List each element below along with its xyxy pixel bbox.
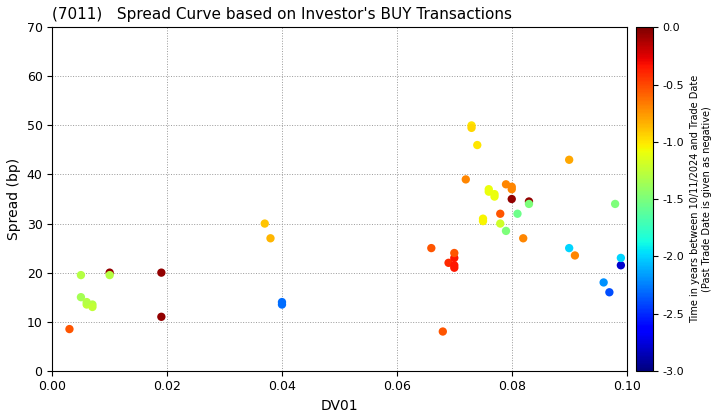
Point	[75, 294, 86, 301]
Point	[466, 122, 477, 129]
Point	[466, 124, 477, 131]
Point	[506, 186, 518, 193]
Point	[598, 279, 609, 286]
Y-axis label: Time in years between 10/11/2024 and Trade Date
(Past Trade Date is given as neg: Time in years between 10/11/2024 and Tra…	[690, 75, 711, 323]
Point	[460, 176, 472, 183]
Point	[489, 193, 500, 200]
Y-axis label: Spread (bp): Spread (bp)	[7, 158, 21, 240]
Point	[495, 210, 506, 217]
Point	[477, 218, 489, 224]
Point	[523, 198, 535, 205]
Point	[63, 326, 75, 332]
Point	[615, 255, 626, 261]
Point	[156, 313, 167, 320]
Point	[564, 245, 575, 252]
Point	[506, 196, 518, 202]
Point	[500, 181, 512, 188]
Point	[437, 328, 449, 335]
Point	[615, 262, 626, 269]
Point	[569, 252, 580, 259]
Point	[449, 262, 460, 269]
Point	[81, 299, 92, 305]
Point	[104, 269, 115, 276]
Point	[564, 156, 575, 163]
Point	[609, 201, 621, 207]
X-axis label: DV01: DV01	[320, 399, 359, 413]
Point	[603, 289, 615, 296]
Point	[86, 301, 98, 308]
Point	[259, 220, 271, 227]
Point	[477, 215, 489, 222]
Point	[512, 210, 523, 217]
Point	[518, 235, 529, 242]
Point	[495, 220, 506, 227]
Point	[483, 186, 495, 193]
Point	[156, 269, 167, 276]
Point	[86, 304, 98, 310]
Point	[449, 264, 460, 271]
Point	[500, 228, 512, 234]
Point	[104, 272, 115, 278]
Point	[449, 249, 460, 256]
Point	[426, 245, 437, 252]
Point	[81, 301, 92, 308]
Point	[265, 235, 276, 242]
Point	[483, 188, 495, 195]
Point	[449, 255, 460, 261]
Point	[489, 191, 500, 197]
Text: (7011)   Spread Curve based on Investor's BUY Transactions: (7011) Spread Curve based on Investor's …	[53, 7, 512, 22]
Point	[276, 301, 288, 308]
Point	[506, 184, 518, 190]
Point	[75, 272, 86, 278]
Point	[276, 299, 288, 305]
Point	[443, 260, 454, 266]
Point	[472, 142, 483, 148]
Point	[523, 201, 535, 207]
